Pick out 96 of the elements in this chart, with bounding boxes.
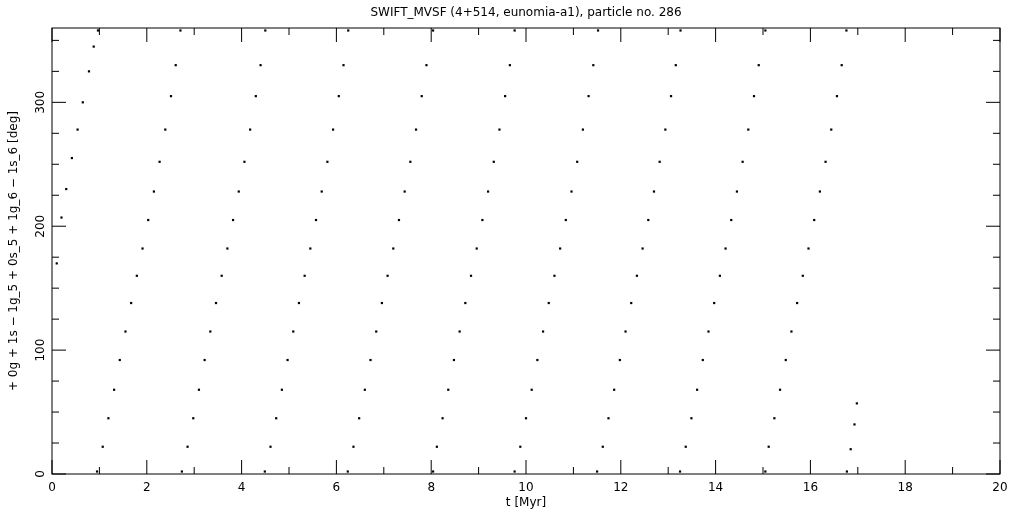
y-tick-label: 100 [33, 338, 47, 362]
point [226, 247, 229, 250]
y-axis-title: + 0g + 1s − 1g_5 + 0s_5 + 1g_6 − 1s_6 [deg] [6, 110, 20, 392]
point [735, 190, 739, 193]
point [259, 64, 262, 67]
point [386, 274, 389, 277]
point [352, 445, 355, 448]
point [263, 470, 266, 473]
x-tick-label: 10 [518, 480, 534, 494]
point [346, 470, 349, 473]
point [347, 29, 350, 32]
point [375, 330, 378, 333]
point [92, 45, 95, 48]
point [513, 470, 516, 473]
y-tick-label: 200 [33, 214, 47, 238]
point [513, 29, 516, 32]
point [342, 64, 345, 67]
point [432, 29, 435, 32]
x-tick-label: 0 [48, 480, 56, 494]
point [607, 417, 610, 420]
point [724, 247, 727, 250]
point [432, 470, 435, 473]
point [818, 190, 821, 193]
point [747, 128, 750, 131]
point [186, 445, 189, 448]
point [690, 417, 693, 420]
point [486, 190, 490, 193]
point [664, 128, 667, 131]
point [587, 95, 590, 98]
x-tick-label: 14 [707, 480, 724, 494]
point [764, 29, 767, 32]
point [60, 216, 63, 219]
point [441, 417, 444, 420]
point [679, 29, 682, 32]
chart-title: SWIFT_MVSF (4+514, eunomia-a1), particle no. 286 [370, 5, 682, 19]
point [475, 247, 478, 250]
point [286, 358, 289, 362]
point [581, 128, 584, 131]
y-tick-label: 300 [33, 90, 47, 114]
point [624, 330, 627, 333]
point [425, 64, 428, 67]
point [180, 470, 183, 473]
x-tick-label: 18 [897, 480, 913, 494]
point [707, 330, 710, 333]
point [209, 330, 212, 333]
y-tick-label: 0 [33, 470, 47, 478]
point [845, 470, 848, 473]
point [95, 470, 99, 473]
point [141, 247, 144, 250]
point [570, 190, 573, 193]
point [237, 190, 240, 193]
point [845, 29, 848, 32]
point [164, 128, 167, 131]
x-tick-label: 2 [142, 480, 151, 494]
point [764, 470, 767, 473]
point [830, 128, 833, 131]
point [124, 330, 127, 333]
point [269, 445, 272, 448]
point [498, 128, 501, 131]
point [559, 247, 562, 250]
point [249, 128, 252, 131]
point [824, 160, 827, 163]
point [596, 470, 599, 473]
point [292, 330, 295, 333]
point [790, 330, 793, 333]
point [652, 190, 656, 193]
x-axis-title: t [Myr] [505, 495, 547, 509]
point [596, 29, 600, 32]
point [179, 29, 182, 32]
point [309, 247, 312, 250]
point [641, 247, 644, 250]
point [107, 417, 110, 420]
point [264, 29, 267, 32]
point [853, 423, 856, 426]
point [152, 190, 156, 193]
point [678, 470, 682, 473]
x-tick-label: 8 [427, 480, 436, 494]
point [76, 128, 79, 131]
x-tick-label: 12 [613, 480, 629, 494]
point [414, 128, 418, 131]
x-tick-label: 6 [332, 480, 341, 494]
point [158, 160, 161, 163]
point [403, 190, 406, 193]
point [331, 128, 335, 131]
point [369, 358, 372, 362]
x-tick-label: 20 [992, 480, 1008, 494]
point [541, 330, 545, 333]
point [458, 330, 461, 333]
x-tick-label: 16 [802, 480, 819, 494]
point [320, 190, 323, 193]
point [243, 160, 246, 163]
point [553, 274, 556, 277]
point [96, 29, 100, 32]
point [392, 247, 395, 250]
x-tick-label: 4 [237, 480, 246, 494]
point [807, 247, 810, 250]
